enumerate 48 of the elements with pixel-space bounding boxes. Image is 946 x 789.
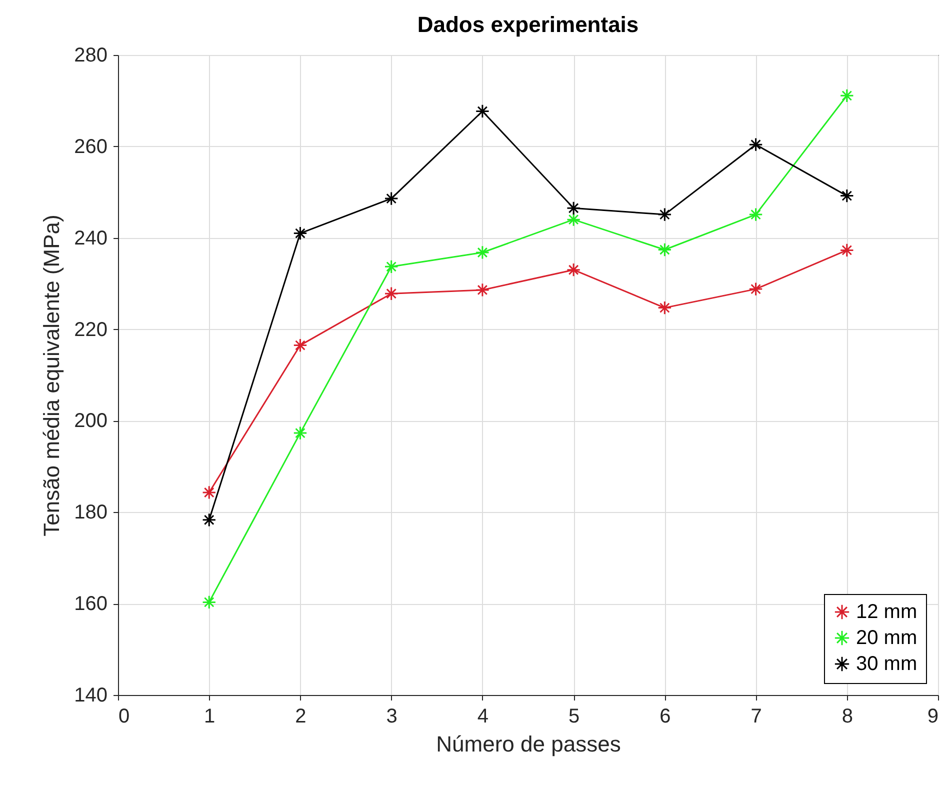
x-axis-title: Número de passes [436, 732, 621, 756]
point [202, 512, 216, 527]
x-tick-label: 8 [842, 706, 853, 728]
point [748, 138, 763, 152]
y-tick-label: 240 [74, 227, 108, 250]
x-tick-label: 7 [750, 706, 762, 728]
x-tick-label: 3 [386, 706, 398, 728]
x-tick-label: 2 [295, 706, 306, 728]
point [658, 242, 672, 257]
x-tick-label: 1 [204, 706, 216, 728]
y-tick-label: 280 [74, 44, 108, 66]
point [658, 207, 672, 222]
point [475, 282, 490, 298]
point [475, 245, 490, 260]
x-tick-label: 6 [660, 706, 671, 728]
y-tick-label: 180 [74, 502, 108, 524]
point [202, 485, 216, 500]
y-tick-label: 160 [74, 593, 108, 616]
x-tick-label: 0 [118, 706, 130, 728]
chart-title: Dados experimentais [417, 12, 639, 37]
x-tick-label: 4 [477, 706, 489, 728]
point [748, 207, 763, 222]
y-tick-label: 200 [74, 410, 108, 432]
point [566, 201, 581, 216]
point [293, 426, 308, 440]
point [840, 243, 854, 258]
y-tick-label: 140 [74, 684, 108, 706]
x-tick-label: 9 [927, 706, 938, 728]
point [293, 338, 308, 352]
point [202, 595, 216, 610]
y-tick-label: 260 [74, 136, 108, 158]
point [384, 260, 398, 274]
point [840, 188, 854, 203]
x-tick-label: 5 [568, 706, 580, 728]
point [566, 212, 581, 227]
legend-label: 30 mm [856, 653, 918, 675]
y-axis-title: Tensão média equivalente (MPa) [39, 214, 64, 536]
point [566, 262, 581, 277]
point [840, 88, 854, 103]
legend-label: 20 mm [856, 627, 918, 649]
point [384, 191, 398, 206]
point [475, 104, 490, 118]
point [658, 300, 672, 315]
y-tick-label: 220 [74, 318, 108, 341]
legend-label: 12 mm [856, 601, 918, 623]
point [384, 286, 398, 301]
point [748, 282, 763, 296]
point [293, 226, 308, 240]
